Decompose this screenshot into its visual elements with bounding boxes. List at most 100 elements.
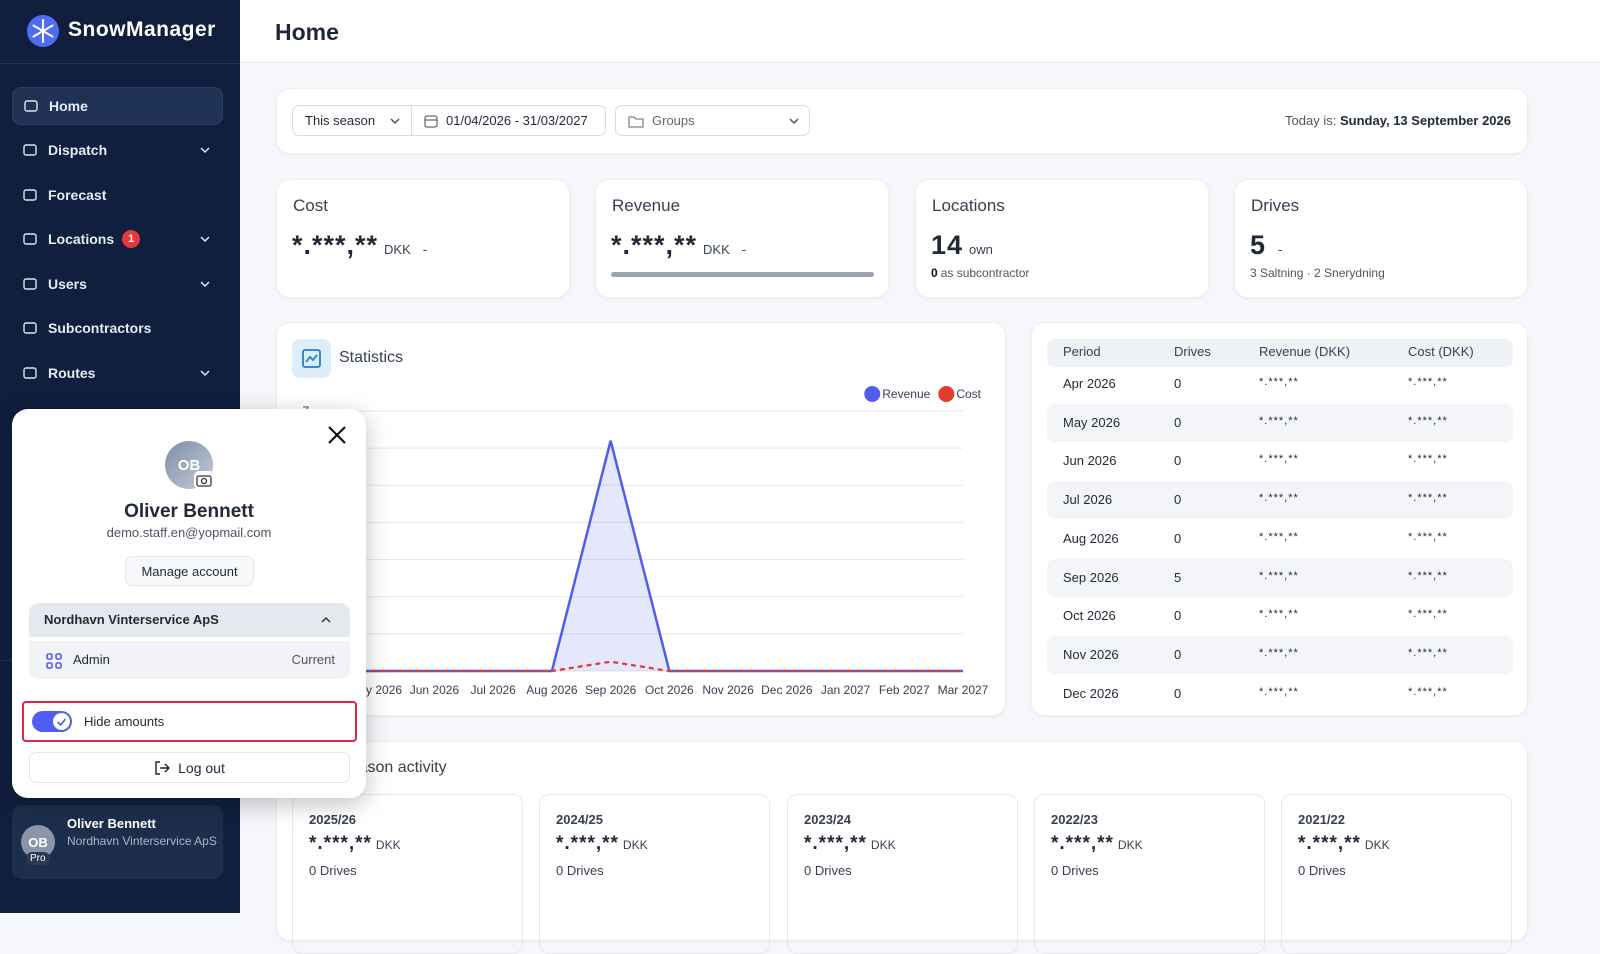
- column-header: Drives: [1174, 344, 1211, 359]
- table-cell: *.***,**: [1408, 530, 1448, 543]
- nav-chevron: [200, 370, 210, 377]
- groups-label: Groups: [652, 113, 695, 128]
- line: [317, 440, 963, 673]
- nav-item[interactable]: Dispatch: [12, 131, 223, 169]
- column-header: Revenue (DKK): [1259, 344, 1351, 359]
- logout-button[interactable]: Log out: [29, 752, 350, 783]
- table-cell: *.***,**: [1259, 608, 1299, 621]
- close-button[interactable]: [326, 424, 348, 446]
- x-tick-label: Feb 2027: [879, 683, 930, 697]
- today-label: Today is:: [1285, 113, 1337, 128]
- row-stripe: [1047, 558, 1513, 597]
- kpi-value: *.***,**: [292, 230, 379, 260]
- progress-bar: [611, 272, 874, 277]
- table-cell: *.***,**: [1408, 492, 1448, 505]
- nav-label: Routes: [48, 365, 96, 381]
- season-amount: *.***,**: [309, 833, 372, 854]
- nav-label: Forecast: [48, 187, 107, 203]
- kpi-unit: DKK: [384, 242, 411, 257]
- table-cell: Jul 2026: [1063, 492, 1113, 508]
- nav-item[interactable]: Locations 1: [12, 220, 223, 258]
- topbar: Home: [240, 0, 1600, 63]
- org-header[interactable]: Nordhavn Vinterservice ApS: [29, 603, 350, 637]
- season-label: 2025/26: [309, 812, 356, 827]
- table-cell: Aug 2026: [1063, 530, 1119, 546]
- kpi-value-row: *.***,** DKK -: [611, 230, 746, 261]
- manage-account-button[interactable]: Manage account: [125, 556, 254, 586]
- period-label: This season: [305, 113, 376, 128]
- nav-label: Subcontractors: [48, 320, 152, 336]
- season-amount: *.***,**: [1051, 833, 1114, 854]
- kpi-value: 14: [931, 230, 964, 260]
- nav-item[interactable]: Routes: [12, 354, 223, 392]
- kpi-title: Revenue: [612, 196, 681, 215]
- hide-amounts-toggle[interactable]: [32, 711, 72, 732]
- season-drives: 0 Drives: [1051, 863, 1099, 878]
- table-cell: 0: [1174, 414, 1182, 430]
- today: Today is: Sunday, 13 September 2026: [1285, 113, 1511, 128]
- season-label: 2023/24: [804, 812, 851, 827]
- nav-chevron: [200, 236, 210, 243]
- nav-chevron: [200, 147, 210, 154]
- brand-name: SnowManager: [68, 18, 216, 41]
- nav-label: Locations: [48, 231, 115, 247]
- table-cell: Oct 2026: [1063, 608, 1116, 624]
- season-label: 2022/23: [1051, 812, 1098, 827]
- x-tick-label: Sep 2026: [585, 683, 637, 697]
- season-amount-row: *.***,** DKK: [309, 833, 401, 855]
- camera-icon[interactable]: [194, 471, 214, 489]
- kpi-value-row: 14 own: [931, 230, 993, 261]
- kpi-card: Drives 5- 3 Saltning · 2 Snerydning: [1234, 179, 1528, 298]
- table-cell: *.***,**: [1408, 646, 1448, 659]
- table-cell: *.***,**: [1408, 685, 1448, 698]
- date-range[interactable]: 01/04/2026 - 31/03/2027: [411, 105, 606, 136]
- nav-chevron: [200, 281, 210, 288]
- nav-item[interactable]: Users: [12, 265, 223, 303]
- row-stripe: [1047, 403, 1513, 442]
- user-card[interactable]: OB Pro Oliver Bennett Nordhavn Vinterser…: [12, 805, 223, 879]
- period-select[interactable]: This season: [292, 105, 412, 136]
- nav-item[interactable]: Forecast: [12, 176, 223, 214]
- season-box: 2021/22 *.***,** DKK 0 Drives: [1281, 794, 1512, 954]
- kpi-card: Locations 14 own 0 as subcontractor: [915, 179, 1209, 298]
- kpi-title: Cost: [293, 196, 328, 215]
- table-cell: Sep 2026: [1063, 569, 1119, 585]
- popup-name: Oliver Bennett: [124, 501, 254, 522]
- nav-item[interactable]: Subcontractors: [12, 309, 223, 347]
- table-cell: *.***,**: [1259, 453, 1299, 466]
- season-unit: DKK: [622, 838, 648, 852]
- logout-icon: [155, 760, 171, 775]
- season-unit: DKK: [1364, 838, 1390, 852]
- role-row[interactable]: Admin Current: [29, 641, 350, 679]
- table-cell: *.***,**: [1259, 685, 1299, 698]
- groups-select[interactable]: Groups: [615, 105, 810, 136]
- x-tick-label: Mar 2027: [938, 683, 989, 697]
- season-amount: *.***,**: [1298, 833, 1361, 854]
- season-drives: 0 Drives: [1298, 863, 1346, 878]
- season-amount-row: *.***,** DKK: [804, 833, 896, 855]
- x-tick-label: Dec 2026: [761, 683, 813, 697]
- table-cell: Jun 2026: [1063, 453, 1117, 469]
- kpi-sub: 3 Saltning · 2 Snerydning: [1250, 266, 1385, 280]
- today-date: Sunday, 13 September 2026: [1339, 113, 1511, 128]
- period-table: Period Drives Revenue (DKK) Cost (DKK) Apr 2…: [1031, 322, 1528, 716]
- nav-badge: 1: [122, 230, 141, 248]
- kpi-delta: -: [422, 242, 428, 257]
- line: [317, 660, 963, 673]
- season-unit: DKK: [1117, 838, 1143, 852]
- column-header: Period: [1063, 344, 1101, 359]
- check-icon: [56, 718, 67, 727]
- kpi-card: Revenue *.***,** DKK -: [595, 179, 889, 298]
- table-cell: *.***,**: [1408, 608, 1448, 621]
- x-tick-label: Jun 2026: [410, 683, 460, 697]
- table-cell: Dec 2026: [1063, 685, 1119, 701]
- nav-icon: [23, 189, 37, 201]
- x-tick-label: Jul 2026: [470, 683, 516, 697]
- table-cell: *.***,**: [1259, 376, 1299, 388]
- season-amount: *.***,**: [556, 833, 619, 854]
- table-cell: *.***,**: [1408, 376, 1448, 388]
- nav-item[interactable]: Home: [12, 87, 223, 125]
- table-cell: *.***,**: [1259, 414, 1299, 427]
- season-amount-row: *.***,** DKK: [1051, 833, 1143, 855]
